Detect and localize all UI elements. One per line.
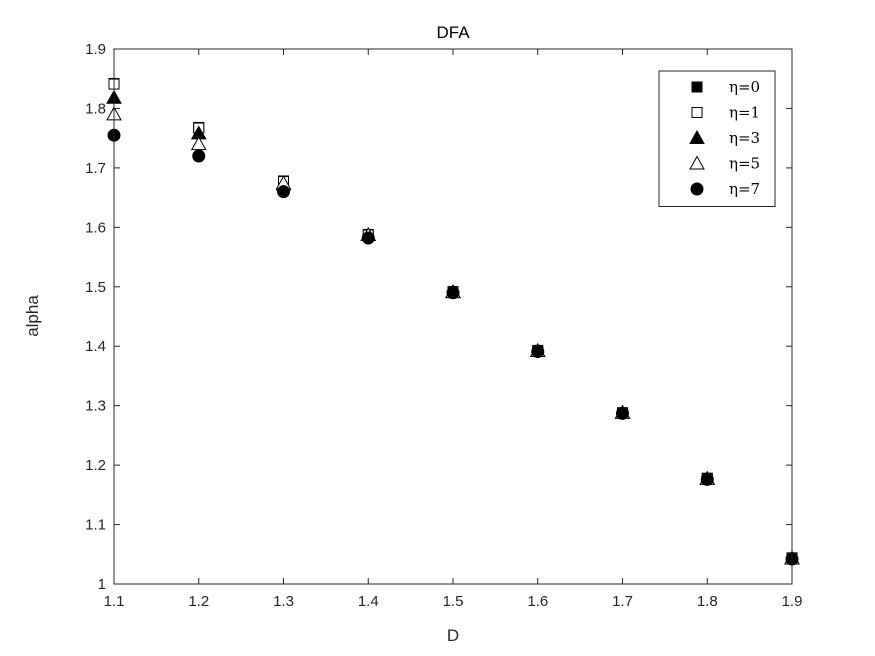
y-tick-label: 1.4 [85,338,106,355]
y-axis-label: alpha [23,295,42,337]
y-tick-label: 1.8 [85,100,106,117]
data-point [192,149,206,163]
legend-marker [689,155,705,170]
y-tick-label: 1.9 [85,41,106,58]
legend-label: η=3 [729,129,760,147]
y-tick-label: 1 [98,576,106,593]
legend-label: η=1 [729,104,760,122]
legend-label: η=7 [729,180,760,198]
data-point [531,345,545,359]
y-tick-label: 1.6 [85,219,106,236]
x-tick-label: 1.4 [358,593,379,610]
x-tick-label: 1.5 [443,593,464,610]
data-point [616,406,629,420]
y-tick-label: 1.5 [85,279,106,296]
legend: η=0 η=1 η=3 η=5 η=7 [658,70,776,207]
x-axis-label: D [447,626,459,645]
x-tick-label: 1.9 [782,593,803,610]
y-tick-label: 1.1 [85,517,106,534]
legend-label: η=0 [729,78,760,96]
data-point [277,185,290,199]
data-point [446,286,460,300]
axes: 1.1 1.2 1.3 1.4 1.5 1.6 1.7 1.8 1.911.11.21.31.4… [85,41,802,610]
data-point [700,472,714,486]
y-tick-label: 1.7 [85,160,106,177]
x-tick-label: 1.8 [697,593,718,610]
x-tick-label: 1.2 [188,593,209,610]
legend-box [658,70,776,207]
legend-marker [689,129,705,144]
x-tick-label: 1.6 [527,593,548,610]
legend-marker [690,182,704,196]
legend-marker [691,81,703,93]
x-tick-label: 1.3 [273,593,294,610]
legend-label: η=5 [729,155,760,173]
y-tick-label: 1.3 [85,398,106,415]
y-tick-label: 1.2 [85,457,106,474]
x-tick-label: 1.1 [104,593,125,610]
x-tick-label: 1.7 [612,593,633,610]
chart-title: DFA [436,23,470,42]
legend-marker [691,107,703,118]
data-point [361,231,375,245]
